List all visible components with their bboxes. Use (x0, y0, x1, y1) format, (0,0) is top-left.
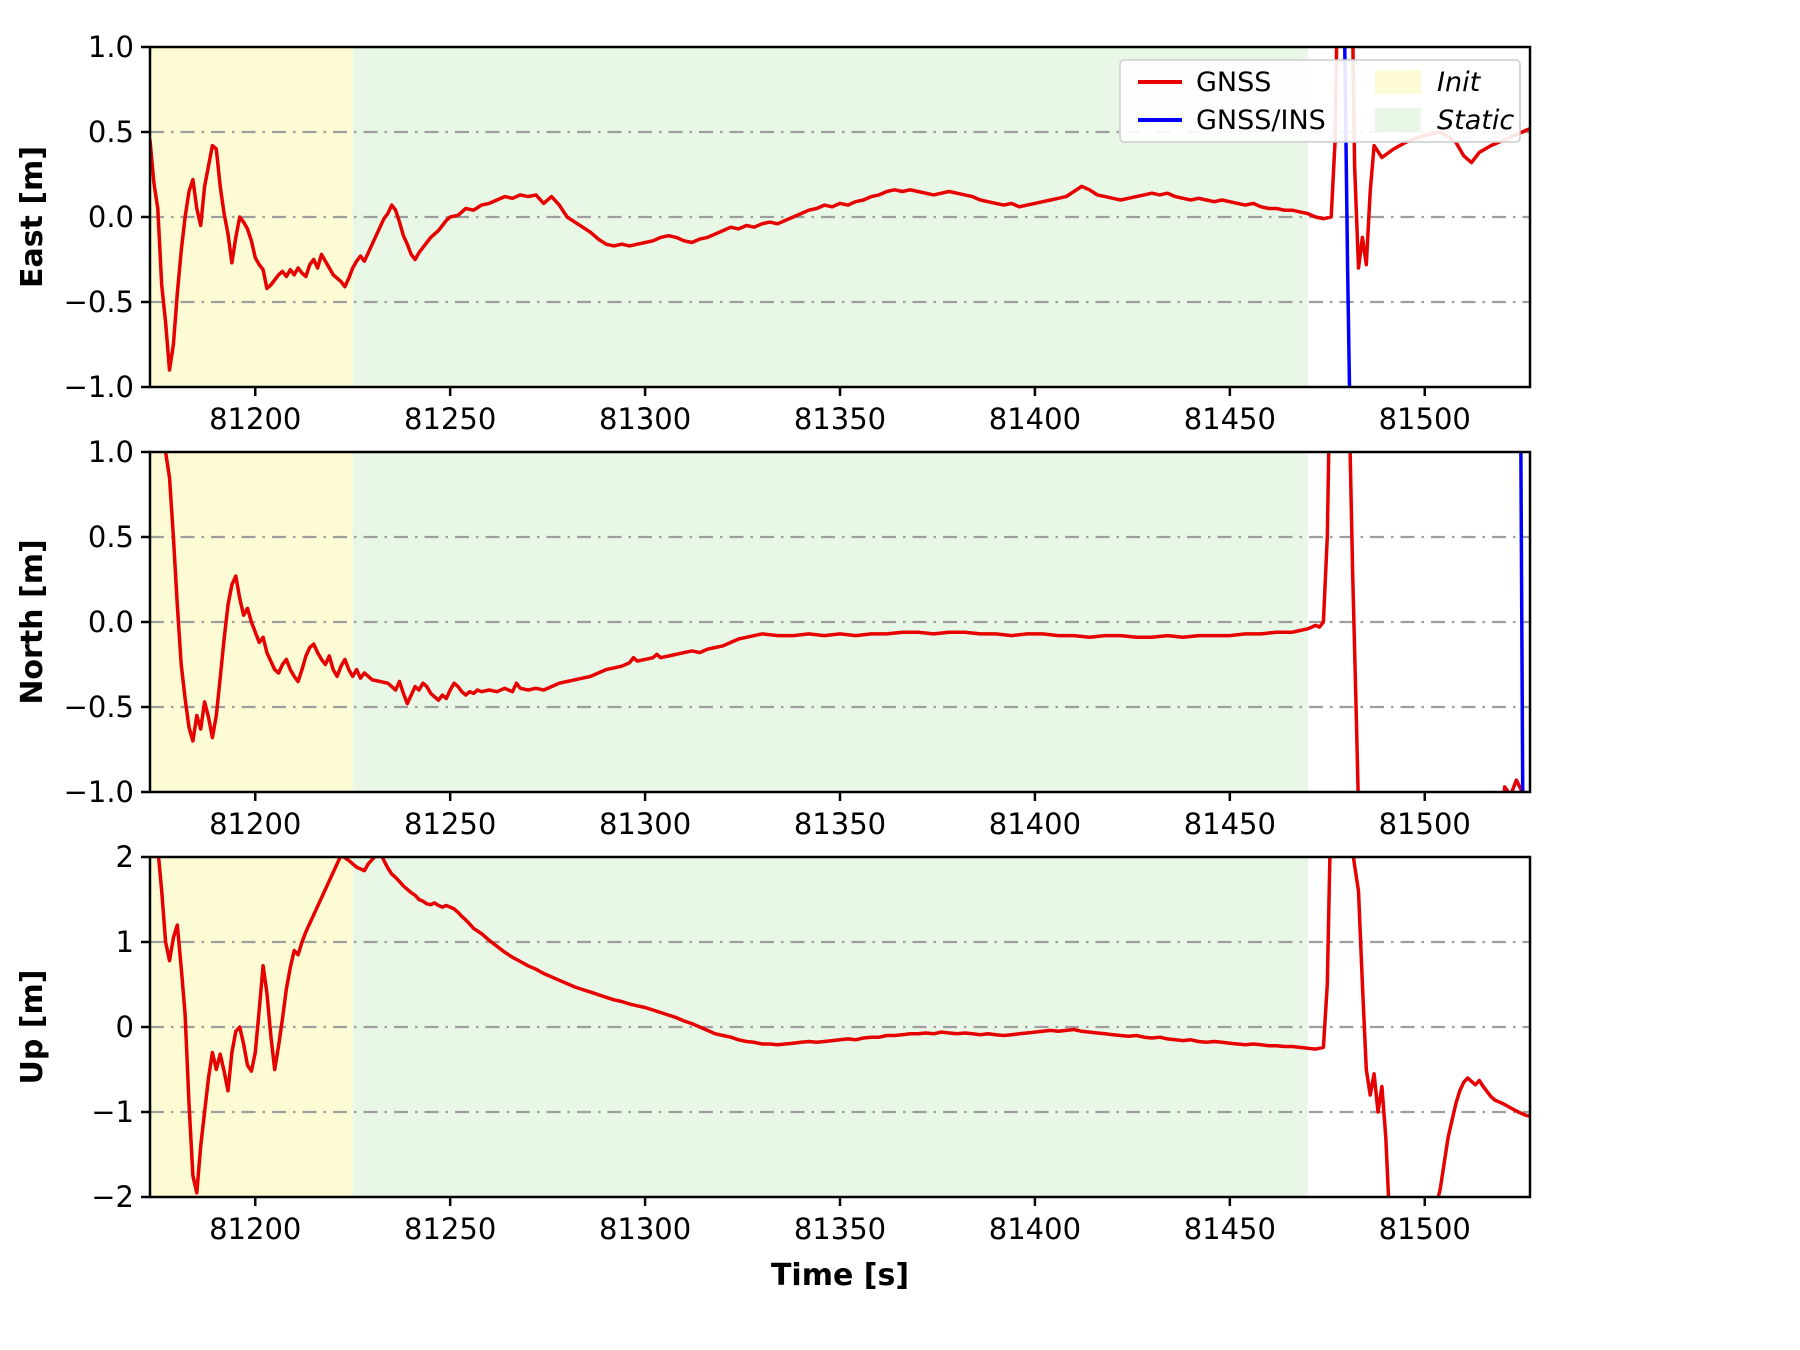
y-tick-label: −1.0 (64, 775, 134, 809)
legend-item-init: Init (1375, 67, 1482, 98)
legend-patch-swatch (1375, 108, 1421, 132)
y-tick-label: 0.0 (88, 200, 134, 234)
x-tick-label: 81200 (209, 807, 301, 841)
legend-item-static: Static (1375, 105, 1514, 136)
y-tick-label: 0.0 (88, 605, 134, 639)
x-tick-label: 81450 (1184, 807, 1276, 841)
legend-label: GNSS/INS (1196, 105, 1326, 136)
x-tick-label: 81350 (794, 1212, 886, 1246)
x-tick-label: 81250 (404, 1212, 496, 1246)
series-gnss-ins-north (1519, 452, 1525, 792)
y-tick-label: 1.0 (88, 30, 134, 64)
y-tick-label: 0 (116, 1010, 134, 1044)
legend-item-gnss: GNSS (1138, 67, 1271, 98)
y-axis-label-north: North [m] (15, 539, 50, 704)
y-axis-label-east: East [m] (15, 146, 50, 288)
x-tick-label: 81500 (1379, 402, 1471, 436)
y-tick-label: 1.0 (88, 435, 134, 469)
y-tick-label: −1 (91, 1095, 134, 1129)
x-tick-label: 81200 (209, 402, 301, 436)
x-tick-label: 81500 (1379, 807, 1471, 841)
subplot-up: 81200 81250 81300 81350 81400 81450 81500 2 1 0 −1… (15, 840, 1532, 1293)
x-tick-label: 81200 (209, 1212, 301, 1246)
series-gnss-east (150, 47, 1530, 372)
x-tick-label: 81450 (1184, 1212, 1276, 1246)
y-tick-label: −0.5 (64, 285, 134, 319)
x-tick-label: 81350 (794, 402, 886, 436)
legend-item-gnss-ins: GNSS/INS (1138, 105, 1326, 136)
y-tick-label: 1 (116, 925, 134, 959)
x-tick-label: 81450 (1184, 402, 1276, 436)
series-gnss-up (156, 857, 1530, 1197)
x-tick-label: 81400 (989, 402, 1081, 436)
x-tick-label: 81300 (599, 1212, 691, 1246)
subplot-north: 81200 81250 81300 81350 81400 81450 81500 1.0 0.… (15, 435, 1532, 841)
x-tick-label: 81350 (794, 807, 886, 841)
y-tick-label: 0.5 (88, 520, 134, 554)
y-tick-label: −2 (91, 1180, 134, 1214)
x-tick-label: 81500 (1379, 1212, 1471, 1246)
x-tick-label: 81400 (989, 807, 1081, 841)
legend-label: GNSS (1196, 67, 1271, 98)
legend: GNSS GNSS/INS Init Static (1119, 59, 1521, 143)
x-tick-label: 81250 (404, 807, 496, 841)
y-tick-label: 0.5 (88, 115, 134, 149)
y-tick-label: −1.0 (64, 370, 134, 404)
x-tick-label: 81250 (404, 402, 496, 436)
y-tick-label: −0.5 (64, 690, 134, 724)
legend-label: Static (1437, 105, 1514, 136)
y-axis-label-up: Up [m] (15, 970, 50, 1085)
y-tick-label: 2 (116, 840, 134, 874)
series-gnss-north (163, 452, 1525, 792)
x-tick-label: 81300 (599, 807, 691, 841)
x-tick-label: 81400 (989, 1212, 1081, 1246)
legend-patch-swatch (1375, 70, 1421, 94)
x-tick-label: 81300 (599, 402, 691, 436)
legend-label: Init (1437, 67, 1482, 98)
x-axis-label: Time [s] (771, 1258, 909, 1293)
